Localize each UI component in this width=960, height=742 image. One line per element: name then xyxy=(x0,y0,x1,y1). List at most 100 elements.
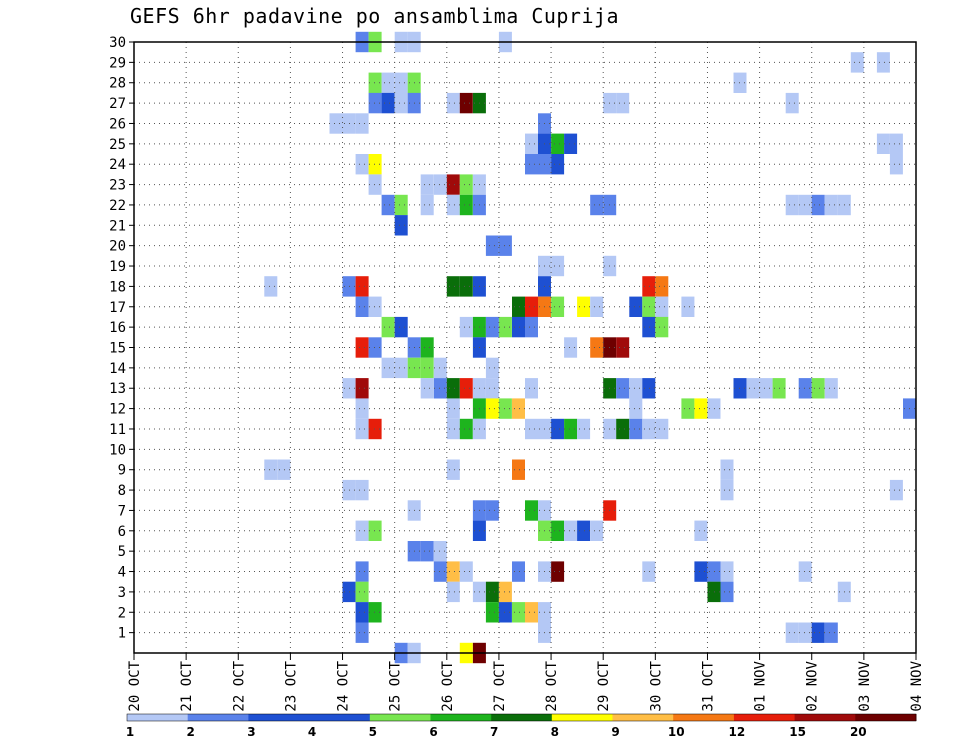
heatmap-cell xyxy=(459,92,473,114)
heatmap-cell xyxy=(446,581,460,603)
x-tick-label: 26 OCT xyxy=(440,660,456,711)
heatmap-cell xyxy=(642,296,656,317)
heatmap-cell xyxy=(629,378,643,399)
heatmap-cell xyxy=(355,296,369,317)
y-tick-label: 9 xyxy=(118,463,126,479)
heatmap-cell xyxy=(433,378,447,399)
heatmap-cell xyxy=(551,520,565,541)
heatmap-cell xyxy=(512,602,525,623)
heatmap-cell xyxy=(642,378,656,399)
y-tick-label: 22 xyxy=(109,198,126,214)
heatmap-cell xyxy=(564,418,578,440)
heatmap-cell xyxy=(590,296,604,317)
heatmap-cell xyxy=(642,418,656,440)
heatmap-cell xyxy=(629,418,643,440)
heatmap-cell xyxy=(798,561,812,582)
y-tick-label: 18 xyxy=(109,279,126,295)
heatmap-cell xyxy=(420,194,434,216)
y-tick-label: 17 xyxy=(109,300,126,316)
heatmap-cell xyxy=(485,602,499,623)
heatmap-cell xyxy=(525,418,538,440)
heatmap-cell xyxy=(485,398,499,419)
colorbar-label: 8 xyxy=(551,725,559,739)
y-tick-label: 23 xyxy=(109,178,126,194)
heatmap-cell xyxy=(551,255,565,277)
heatmap-cell xyxy=(512,296,525,317)
heatmap-cell xyxy=(446,561,460,582)
heatmap-cell xyxy=(368,418,382,440)
colorbar-segment xyxy=(733,714,796,721)
heatmap-cell xyxy=(446,92,460,114)
heatmap-cell xyxy=(485,500,499,521)
heatmap-cell xyxy=(785,194,799,216)
x-tick-label: 27 OCT xyxy=(492,660,508,711)
colorbar-label: 1 xyxy=(126,725,134,739)
heatmap-cell xyxy=(368,72,382,93)
colorbar-label: 12 xyxy=(729,725,746,739)
y-tick-label: 15 xyxy=(109,341,126,357)
heatmap-cell xyxy=(355,479,369,501)
heatmap-cell xyxy=(420,337,434,358)
x-tick-label: 20 OCT xyxy=(127,660,143,711)
colorbar-label: 7 xyxy=(490,725,498,739)
heatmap-cell xyxy=(420,541,434,562)
heatmap-cell xyxy=(498,235,512,256)
heatmap-cell xyxy=(355,622,369,643)
heatmap-cell xyxy=(485,357,499,379)
heatmap-cell xyxy=(498,602,512,623)
heatmap-cell xyxy=(551,418,565,440)
heatmap-cell xyxy=(876,133,890,154)
colorbar-label: 10 xyxy=(668,725,685,739)
x-tick-label: 02 NOV xyxy=(805,660,821,711)
heatmap-cell xyxy=(590,194,604,216)
x-tick-label: 24 OCT xyxy=(336,660,352,711)
heatmap-cell xyxy=(876,52,890,73)
heatmap-cell xyxy=(498,316,512,338)
y-tick-label: 11 xyxy=(109,422,126,438)
heatmap-cell xyxy=(720,479,734,501)
heatmap-cell xyxy=(459,378,473,399)
heatmap-cell xyxy=(368,92,382,114)
heatmap-cell xyxy=(355,398,369,419)
colorbar-segment xyxy=(551,714,613,721)
heatmap-cell xyxy=(694,561,708,582)
heatmap-cell xyxy=(446,276,460,297)
y-tick-label: 30 xyxy=(109,35,126,51)
colorbar-label: 6 xyxy=(429,725,437,739)
colorbar-segment xyxy=(794,714,856,721)
heatmap-cell xyxy=(394,215,408,236)
heatmap-cell xyxy=(512,561,525,582)
heatmap-cell xyxy=(590,337,604,358)
heatmap-cell xyxy=(720,581,734,603)
heatmap-cell xyxy=(720,561,734,582)
heatmap-cell xyxy=(525,133,538,154)
heatmap-cell xyxy=(446,174,460,195)
chart-title: GEFS 6hr padavine po ansamblima Cuprija xyxy=(130,4,620,28)
heatmap-cell xyxy=(512,398,525,419)
heatmap-cell xyxy=(798,622,812,643)
colorbar-frame xyxy=(126,713,917,722)
heatmap-cell xyxy=(616,378,630,399)
heatmap-cell xyxy=(355,154,369,175)
colorbar-segment xyxy=(248,714,310,721)
heatmap-cell xyxy=(498,398,512,419)
heatmap-cell xyxy=(564,133,578,154)
heatmap-cell xyxy=(616,337,630,358)
heatmap-cell xyxy=(642,316,656,338)
heatmap-cell xyxy=(512,316,525,338)
heatmap-cell xyxy=(368,337,382,358)
y-tick-label: 5 xyxy=(118,544,126,560)
heatmap-cell xyxy=(368,174,382,195)
x-tick-label: 21 OCT xyxy=(179,660,195,711)
heatmap-cell xyxy=(577,296,591,317)
heatmap-cell xyxy=(577,418,591,440)
heatmap-cell xyxy=(355,378,369,399)
heatmap-cell xyxy=(368,520,382,541)
heatmap-cell xyxy=(590,520,604,541)
heatmap-cell xyxy=(889,154,903,175)
heatmap-cell xyxy=(277,459,291,480)
heatmap-cell xyxy=(811,622,825,643)
y-tick-label: 20 xyxy=(109,239,126,255)
heatmap-cell xyxy=(459,561,473,582)
x-tick-label: 31 OCT xyxy=(700,660,716,711)
